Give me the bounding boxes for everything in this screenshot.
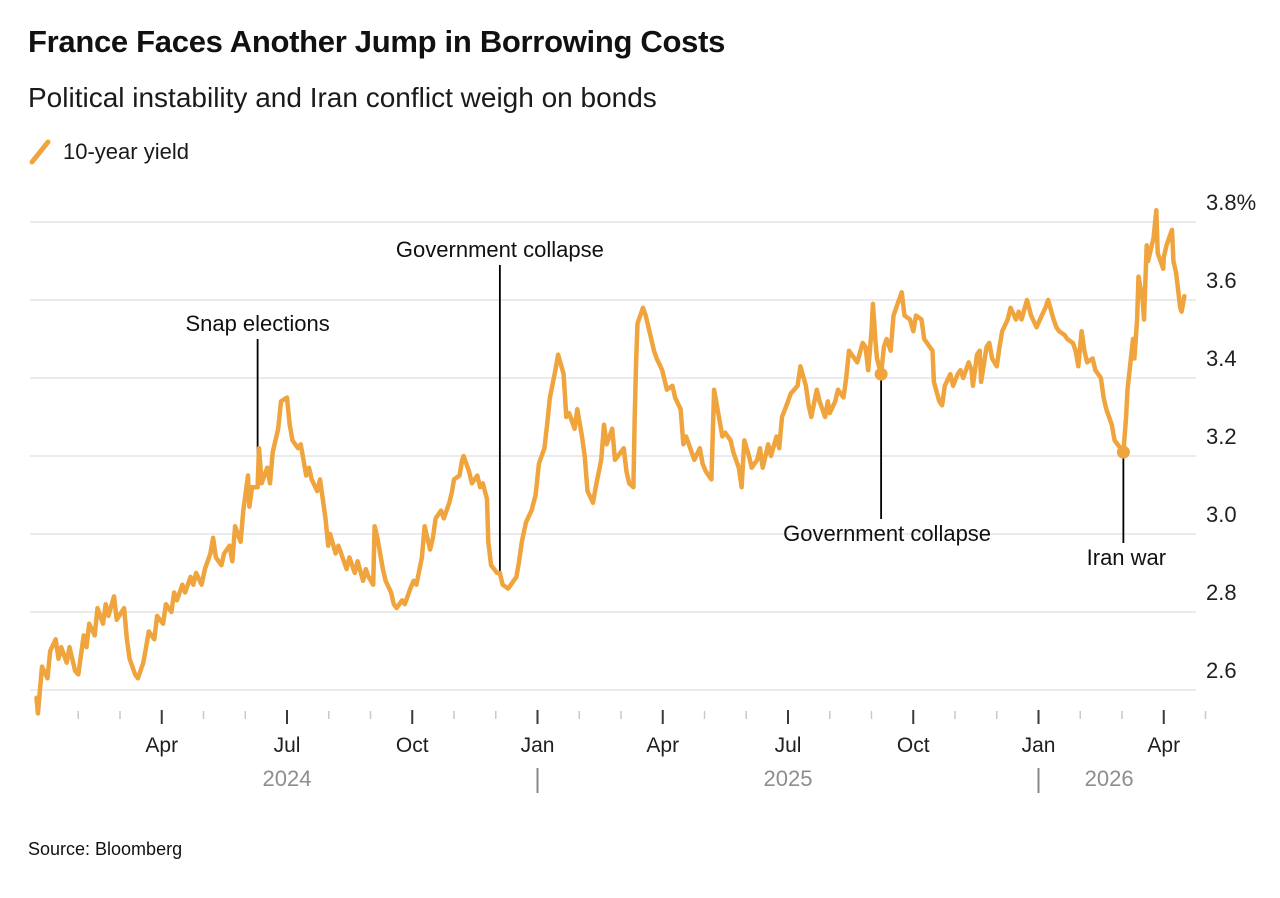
page-subtitle: Political instability and Iran conflict … xyxy=(28,82,657,113)
legend: 10-year yield xyxy=(28,138,189,166)
annotation-dot xyxy=(1116,445,1130,459)
annotation-label: Snap elections xyxy=(185,311,329,336)
annotation-label: Government collapse xyxy=(783,521,991,546)
x-axis-month-label: Jan xyxy=(1022,734,1056,757)
x-axis-month-label: Apr xyxy=(1147,734,1180,757)
x-axis-month-label: Jul xyxy=(775,734,802,757)
x-axis-month-label: Apr xyxy=(145,734,178,757)
source-credit: Source: Bloomberg xyxy=(28,839,183,859)
y-axis-label: 3.6 xyxy=(1206,268,1237,293)
y-axis-label: 2.8 xyxy=(1206,580,1237,605)
x-axis-month-label: Apr xyxy=(646,734,679,757)
legend-label: 10-year yield xyxy=(63,139,189,164)
page-title: France Faces Another Jump in Borrowing C… xyxy=(28,24,726,59)
annotation-label: Iran war xyxy=(1087,545,1166,570)
x-axis-month-label: Jul xyxy=(274,734,301,757)
x-axis-month-label: Oct xyxy=(897,734,930,757)
x-axis-year-label: 2025 xyxy=(764,766,813,791)
legend-line-icon xyxy=(29,139,51,165)
annotation-dot xyxy=(874,367,888,381)
x-axis-month-label: Oct xyxy=(396,734,429,757)
y-axis-label: 3.0 xyxy=(1206,502,1237,527)
y-axis-label: 2.6 xyxy=(1206,658,1237,683)
annotation-label: Government collapse xyxy=(396,237,604,262)
y-axis-label: 3.8% xyxy=(1206,190,1256,215)
y-axis-label: 3.4 xyxy=(1206,346,1237,371)
x-axis-month-label: Jan xyxy=(521,734,555,757)
yield-line-series xyxy=(34,208,1187,716)
y-axis-label: 3.2 xyxy=(1206,424,1237,449)
x-axis-year-label: 2026 xyxy=(1085,766,1134,791)
x-axis-year-label: 2024 xyxy=(263,766,312,791)
